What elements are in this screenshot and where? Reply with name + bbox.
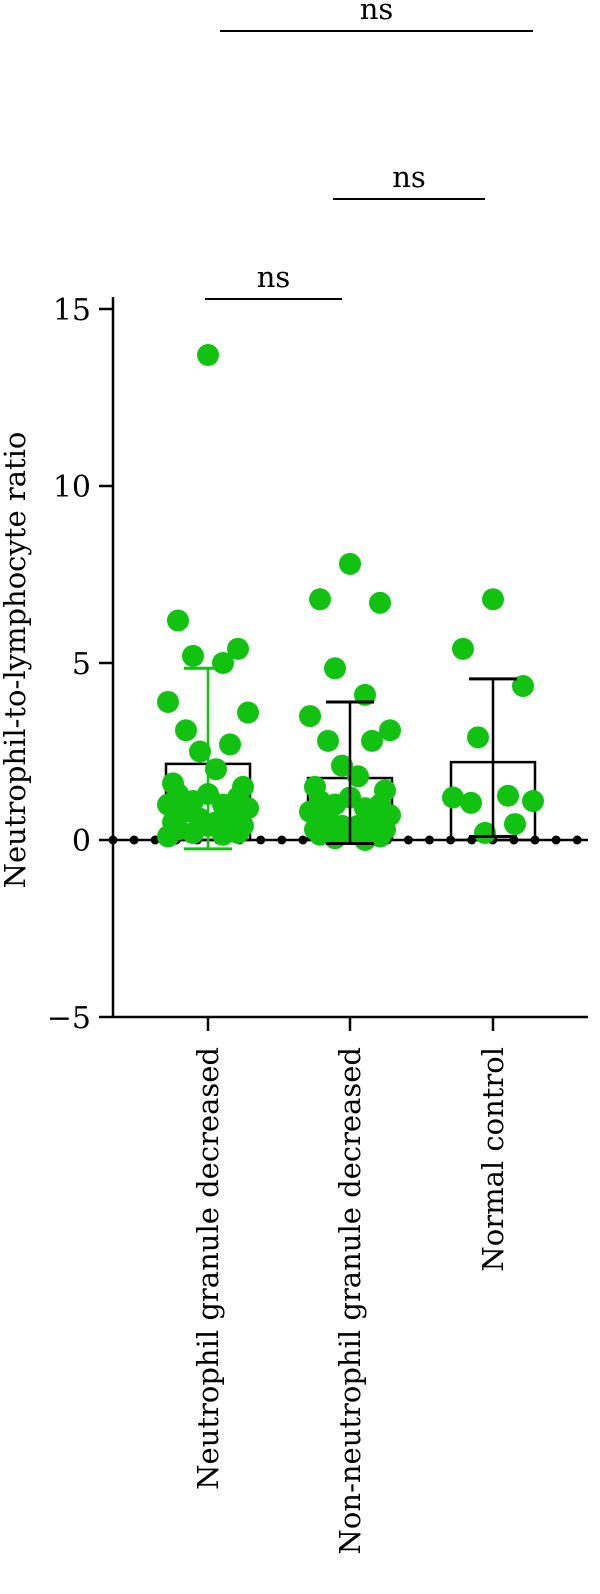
- data-point: [182, 821, 204, 844]
- data-point: [157, 690, 179, 713]
- data-point: [361, 729, 383, 752]
- axes: −5 0 5 10 15 Neutrophil granule decreased Non-…: [47, 293, 588, 1554]
- data-point: [442, 786, 464, 809]
- zero-line-dot: [298, 835, 308, 845]
- data-point: [369, 591, 391, 614]
- y-tick-label: 15: [53, 293, 91, 328]
- data-point: [482, 588, 504, 611]
- data-point: [205, 758, 227, 781]
- data-point: [512, 675, 534, 698]
- data-point: [354, 829, 376, 851]
- data-point: [467, 726, 489, 749]
- y-tick-label: 0: [72, 824, 91, 859]
- data-point: [212, 652, 234, 674]
- data-point: [157, 793, 179, 816]
- comparison-brackets: ns ns ns: [205, 0, 533, 300]
- data-point: [197, 344, 219, 367]
- data-point: [317, 729, 339, 752]
- data-point: [452, 637, 474, 660]
- data-point: [354, 683, 376, 706]
- y-axis-label: Neutrophil-to-lymphocyte ratio: [0, 432, 32, 889]
- zero-line-dot: [108, 835, 118, 845]
- zero-line-dot: [446, 835, 456, 845]
- zero-line-dot: [277, 835, 287, 845]
- data-point: [167, 609, 189, 632]
- zero-line-dot: [256, 835, 266, 845]
- data-point: [299, 705, 321, 728]
- zero-line-dot: [425, 835, 434, 845]
- data-point: [474, 821, 496, 844]
- data-points: [157, 344, 544, 851]
- data-point: [175, 719, 197, 742]
- data-point: [299, 800, 321, 823]
- data-point: [460, 791, 482, 814]
- data-point: [309, 588, 331, 611]
- data-point: [189, 740, 211, 763]
- data-point: [324, 827, 346, 850]
- data-point: [331, 754, 353, 777]
- data-point: [237, 797, 259, 820]
- zero-line-dot: [572, 835, 582, 845]
- data-point: [182, 644, 204, 667]
- data-point: [339, 552, 361, 575]
- data-point: [237, 701, 259, 724]
- significance-label: ns: [360, 0, 394, 26]
- data-point: [347, 765, 369, 788]
- data-point: [212, 823, 234, 846]
- zero-line-dot: [551, 835, 561, 845]
- data-point: [504, 813, 526, 836]
- significance-label: ns: [392, 160, 426, 194]
- y-tick-label: −5: [47, 1001, 91, 1036]
- x-tick-label: Neutrophil granule decreased: [191, 1047, 225, 1490]
- data-point: [219, 733, 241, 756]
- zero-line-dot: [129, 835, 139, 845]
- x-tick-label: Non-neutrophil granule decreased: [333, 1047, 367, 1554]
- data-point: [227, 637, 249, 660]
- zero-line-dot: [530, 835, 540, 845]
- data-point: [379, 719, 401, 742]
- data-point: [157, 825, 179, 848]
- significance-label: ns: [257, 260, 291, 294]
- error-bars: [184, 666, 517, 851]
- data-point: [324, 657, 346, 680]
- zero-line-dot: [403, 835, 413, 845]
- data-point: [522, 790, 544, 813]
- y-tick-label: 10: [53, 470, 91, 505]
- x-tick-label: Normal control: [476, 1047, 510, 1272]
- data-point: [497, 784, 519, 807]
- y-tick-label: 5: [72, 647, 91, 682]
